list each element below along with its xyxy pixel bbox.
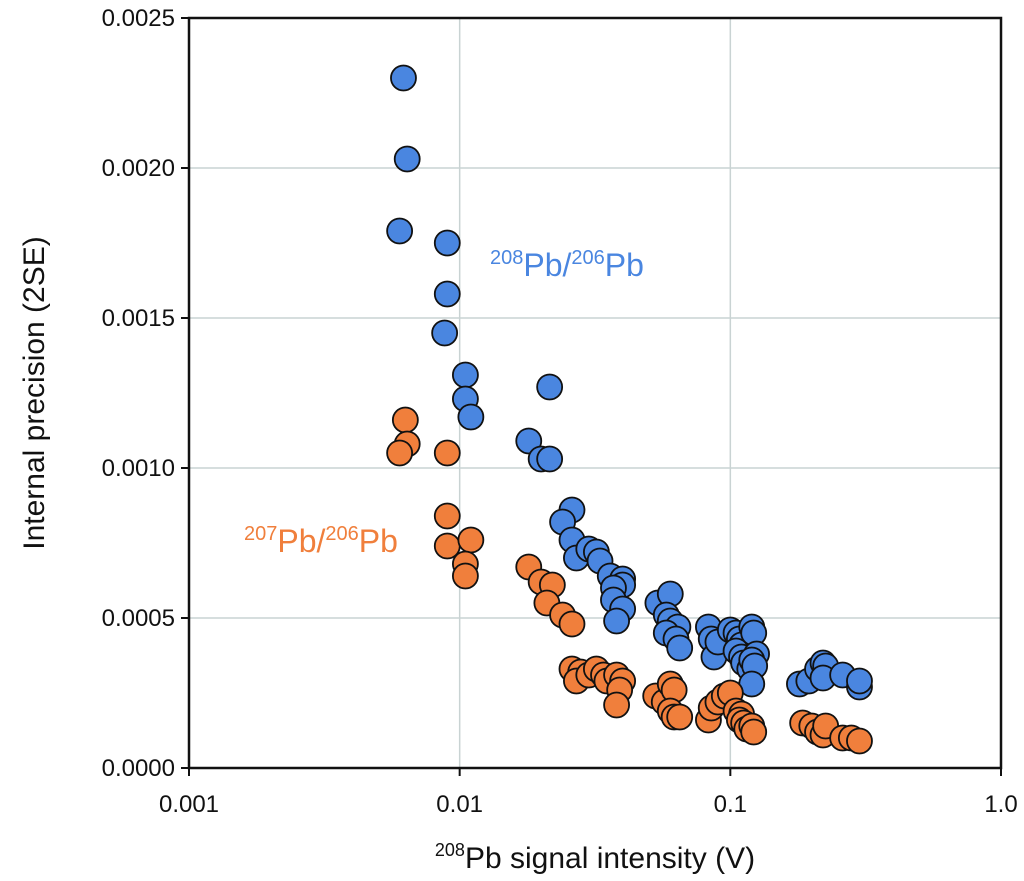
data-point bbox=[666, 634, 694, 662]
x-axis-title-superscript: 208 bbox=[435, 840, 465, 860]
data-point bbox=[666, 703, 694, 731]
series-label-208-mid: Pb/ bbox=[523, 247, 571, 283]
data-point bbox=[393, 145, 421, 173]
x-tick-label: 0.01 bbox=[436, 791, 483, 818]
y-tick-label: 0.0025 bbox=[102, 5, 175, 32]
data-point bbox=[390, 64, 417, 92]
x-tick-label: 1.0 bbox=[984, 791, 1017, 818]
data-point bbox=[740, 718, 768, 746]
y-tick-label: 0.0015 bbox=[102, 305, 175, 332]
x-axis-ticks: 0.001 0.01 0.1 1.0 bbox=[159, 768, 1018, 818]
series-label-207-superscript-2: 206 bbox=[325, 523, 358, 545]
data-point bbox=[433, 439, 461, 467]
data-point bbox=[452, 361, 479, 389]
data-point bbox=[386, 439, 414, 467]
data-point bbox=[391, 406, 419, 434]
series-label-208pb-206pb: 208Pb/206Pb bbox=[490, 247, 644, 283]
y-axis-title: Internal precision (2SE) bbox=[18, 236, 51, 549]
data-points bbox=[386, 64, 873, 755]
data-point bbox=[457, 526, 485, 554]
series-label-207pb-206pb: 207Pb/206Pb bbox=[244, 523, 398, 559]
data-point bbox=[558, 610, 586, 638]
data-point bbox=[457, 403, 485, 431]
data-point bbox=[846, 667, 873, 695]
series-label-208-superscript: 208 bbox=[490, 247, 523, 269]
y-tick-label: 0.0005 bbox=[102, 605, 175, 632]
grid bbox=[189, 18, 1001, 768]
data-point bbox=[603, 691, 630, 719]
y-axis-ticks: 0.0000 0.0005 0.0010 0.0015 0.0020 0.0025 bbox=[102, 5, 189, 782]
data-point bbox=[433, 280, 461, 308]
x-axis-title: 208Pb signal intensity (V) bbox=[435, 840, 755, 875]
data-point bbox=[536, 373, 564, 401]
data-point bbox=[452, 562, 479, 590]
data-point bbox=[603, 607, 630, 635]
plot-frame bbox=[187, 16, 1003, 770]
y-tick-label: 0.0010 bbox=[102, 455, 175, 482]
y-tick-label: 0.0000 bbox=[102, 755, 175, 782]
data-point bbox=[386, 217, 414, 245]
series-label-208-superscript-2: 206 bbox=[571, 247, 604, 269]
data-point bbox=[433, 229, 461, 257]
data-point bbox=[433, 502, 461, 530]
x-tick-label: 0.1 bbox=[714, 791, 747, 818]
series-label-208-end: Pb bbox=[605, 247, 644, 283]
series-207pb-206pb bbox=[386, 406, 873, 755]
x-axis-title-text: Pb signal intensity (V) bbox=[465, 842, 755, 875]
series-label-207-end: Pb bbox=[359, 523, 398, 559]
data-point bbox=[846, 727, 873, 755]
series-label-207-superscript: 207 bbox=[244, 523, 277, 545]
series-label-207-mid: Pb/ bbox=[277, 523, 325, 559]
x-tick-label: 0.001 bbox=[159, 791, 219, 818]
y-tick-label: 0.0020 bbox=[102, 155, 175, 182]
data-point bbox=[536, 445, 564, 473]
series-208pb-206pb bbox=[386, 64, 873, 701]
data-point bbox=[431, 319, 459, 347]
